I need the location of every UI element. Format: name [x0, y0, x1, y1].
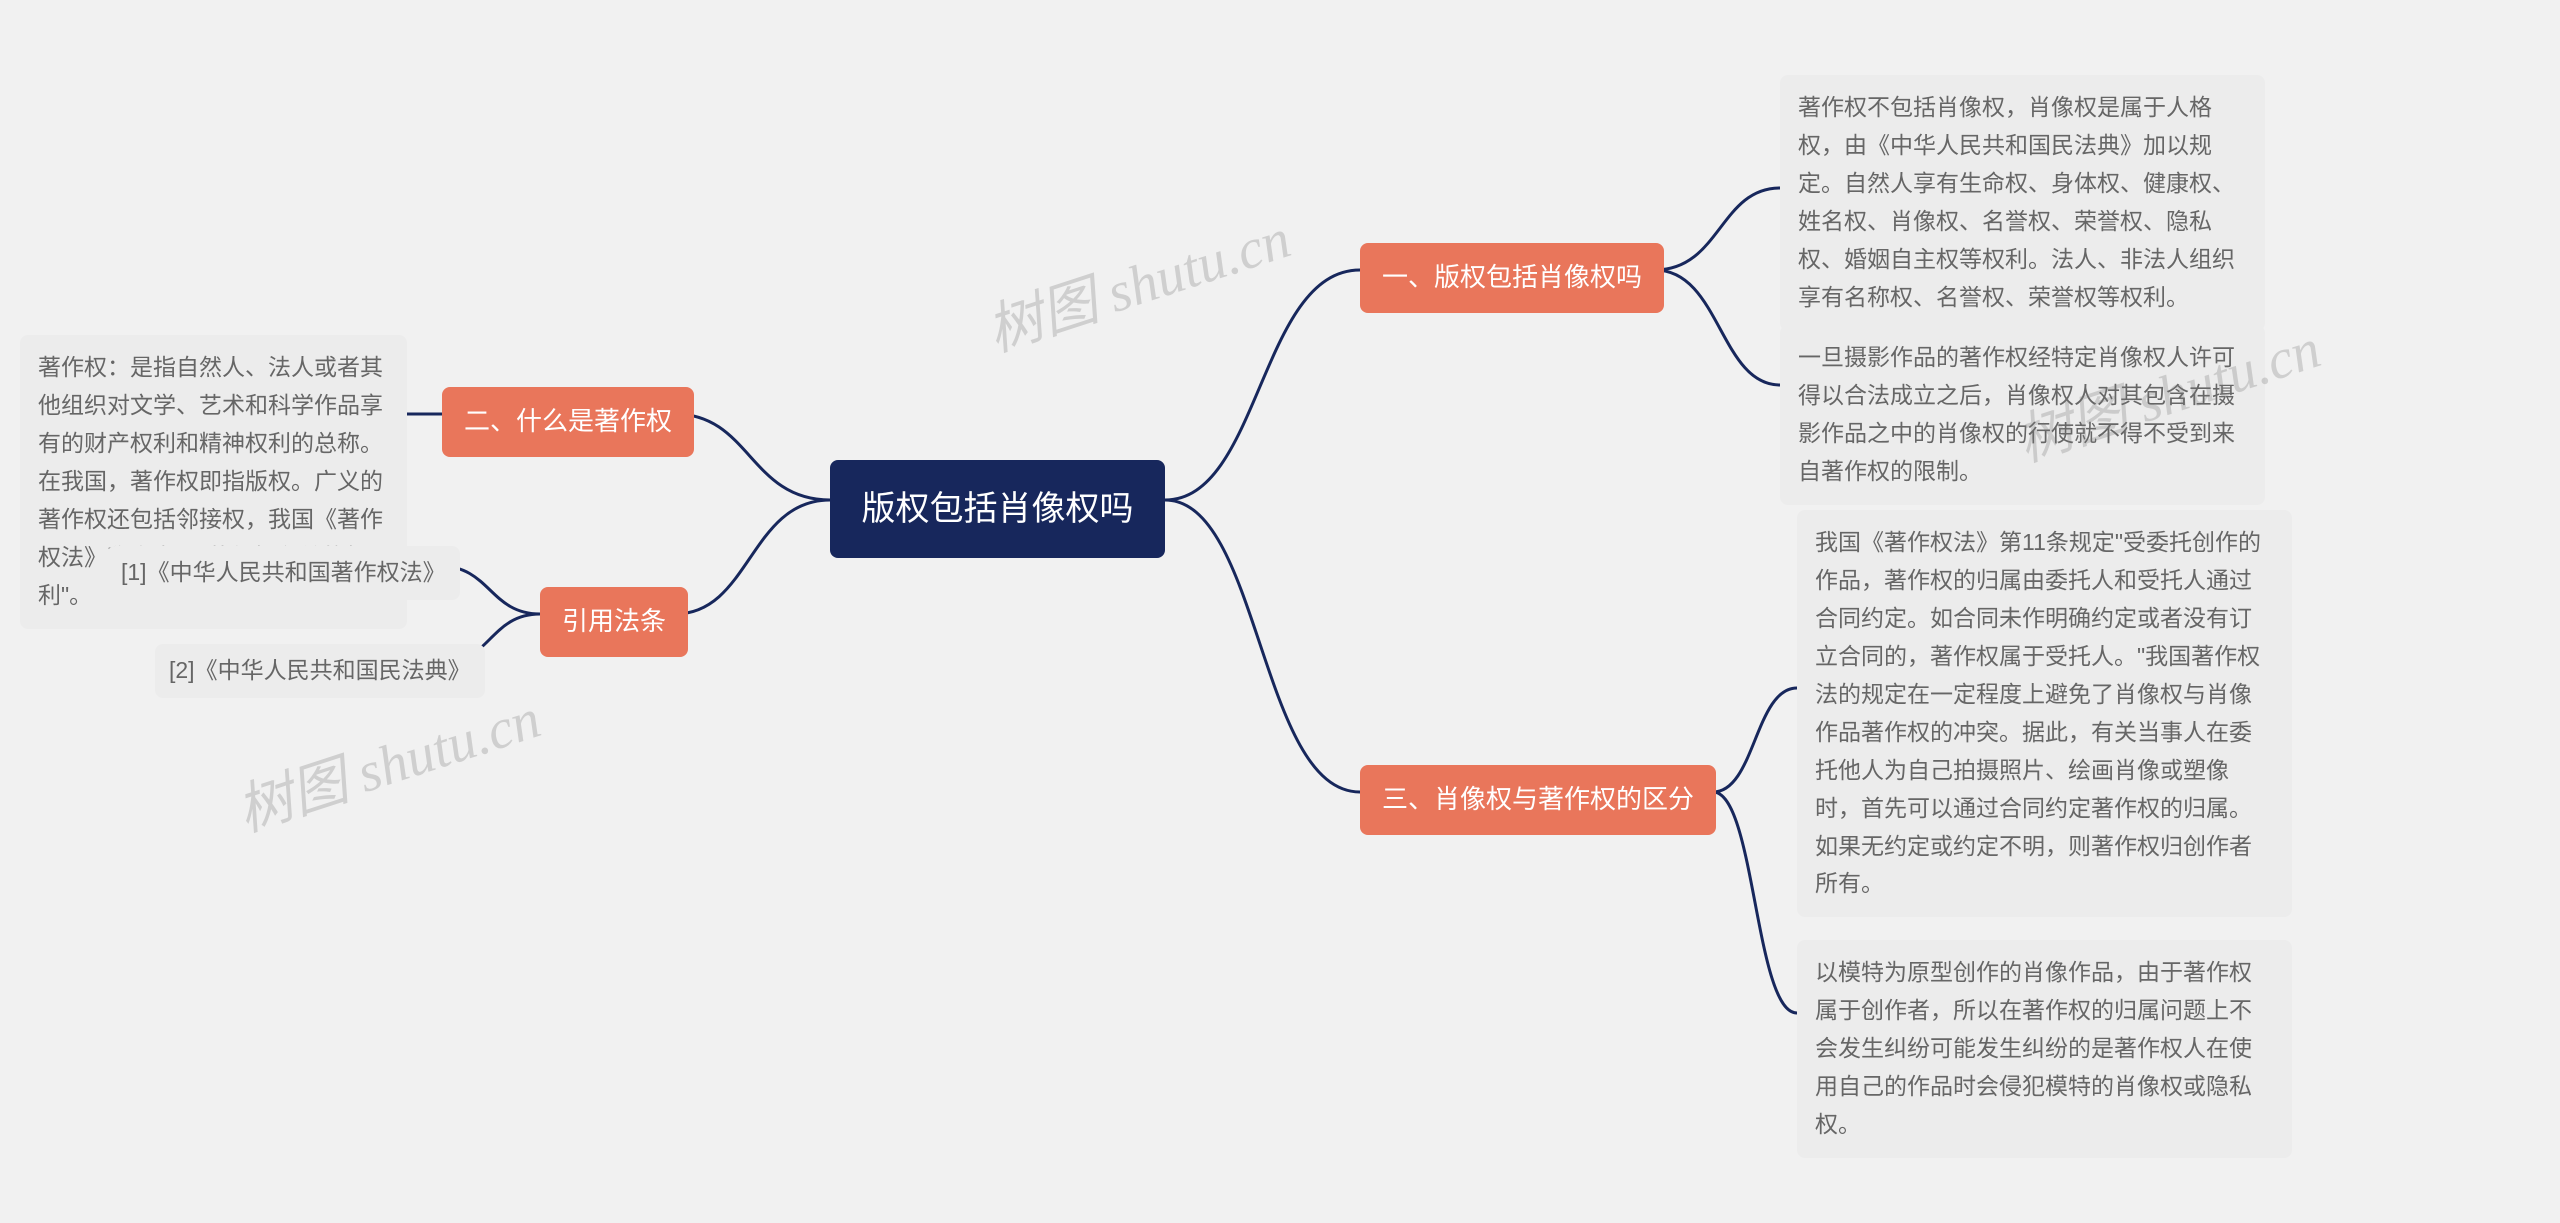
mindmap-canvas: 版权包括肖像权吗 一、版权包括肖像权吗 著作权不包括肖像权，肖像权是属于人格权，… [0, 0, 2560, 1223]
branch-node-3[interactable]: 三、肖像权与著作权的区分 [1360, 765, 1716, 835]
branch-3-label: 三、肖像权与著作权的区分 [1382, 784, 1694, 814]
root-node[interactable]: 版权包括肖像权吗 [830, 460, 1165, 558]
root-label: 版权包括肖像权吗 [862, 490, 1134, 528]
leaf-3a-text: 我国《著作权法》第11条规定"受委托创作的作品，著作权的归属由委托人和受托人通过… [1815, 529, 2261, 896]
leaf-node-4b[interactable]: [2]《中华人民共和国民法典》 [155, 644, 485, 698]
leaf-node-1b[interactable]: 一旦摄影作品的著作权经特定肖像权人许可得以合法成立之后，肖像权人对其包含在摄影作… [1780, 325, 2265, 505]
leaf-1b-text: 一旦摄影作品的著作权经特定肖像权人许可得以合法成立之后，肖像权人对其包含在摄影作… [1798, 344, 2235, 484]
branch-node-1[interactable]: 一、版权包括肖像权吗 [1360, 243, 1664, 313]
leaf-1a-text: 著作权不包括肖像权，肖像权是属于人格权，由《中华人民共和国民法典》加以规定。自然… [1798, 94, 2235, 310]
branch-node-4[interactable]: 引用法条 [540, 587, 688, 657]
watermark: 树图 shutu.cn [225, 673, 549, 847]
leaf-node-1a[interactable]: 著作权不包括肖像权，肖像权是属于人格权，由《中华人民共和国民法典》加以规定。自然… [1780, 75, 2265, 331]
leaf-4b-text: [2]《中华人民共和国民法典》 [169, 657, 471, 683]
branch-1-label: 一、版权包括肖像权吗 [1382, 262, 1642, 292]
branch-2-label: 二、什么是著作权 [464, 406, 672, 436]
watermark: 树图 shutu.cn [975, 193, 1299, 367]
leaf-node-4a[interactable]: [1]《中华人民共和国著作权法》 [107, 546, 460, 600]
leaf-4a-text: [1]《中华人民共和国著作权法》 [121, 559, 446, 585]
leaf-node-3a[interactable]: 我国《著作权法》第11条规定"受委托创作的作品，著作权的归属由委托人和受托人通过… [1797, 510, 2292, 917]
leaf-3b-text: 以模特为原型创作的肖像作品，由于著作权属于创作者，所以在著作权的归属问题上不会发… [1815, 959, 2252, 1137]
branch-node-2[interactable]: 二、什么是著作权 [442, 387, 694, 457]
leaf-node-3b[interactable]: 以模特为原型创作的肖像作品，由于著作权属于创作者，所以在著作权的归属问题上不会发… [1797, 940, 2292, 1158]
branch-4-label: 引用法条 [562, 606, 666, 636]
